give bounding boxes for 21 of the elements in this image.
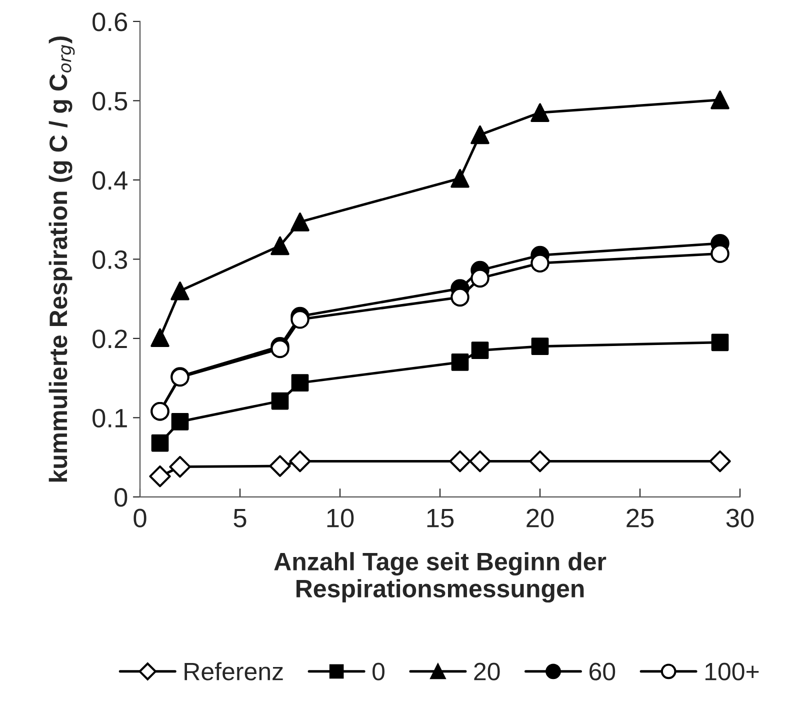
y-axis-title: kummulierte Respiration (g C / g C$_{org}$) (48, 36, 75, 482)
legend-label: 100+ (705, 662, 759, 680)
y-tick-label: 0.1 (92, 408, 127, 428)
x-tick-label: 15 (427, 509, 454, 528)
y-tick-label: 0 (114, 488, 128, 507)
legend-label: 60 (590, 662, 616, 680)
x-tick-label: 5 (234, 509, 246, 528)
legend-label: 0 (372, 662, 384, 680)
y-tick-label: 0.4 (92, 171, 128, 190)
y-tick-label: 0.6 (92, 12, 128, 32)
x-axis-title: Anzahl Tage seit Beginn der Respirationsmessungen (274, 552, 606, 603)
x-tick-label: 30 (726, 508, 754, 528)
x-tick-label: 20 (526, 508, 554, 528)
x-tick-label: 0 (134, 508, 146, 528)
y-tick-label: 0.5 (92, 92, 128, 111)
x-tick-label: 10 (327, 508, 354, 528)
y-tick-label: 0.2 (92, 330, 127, 348)
x-tick-label: 25 (626, 508, 654, 528)
y-tick-label: 0.3 (92, 250, 128, 270)
legend-label: 20 (474, 662, 500, 680)
legend-label: Referenz (184, 662, 283, 680)
